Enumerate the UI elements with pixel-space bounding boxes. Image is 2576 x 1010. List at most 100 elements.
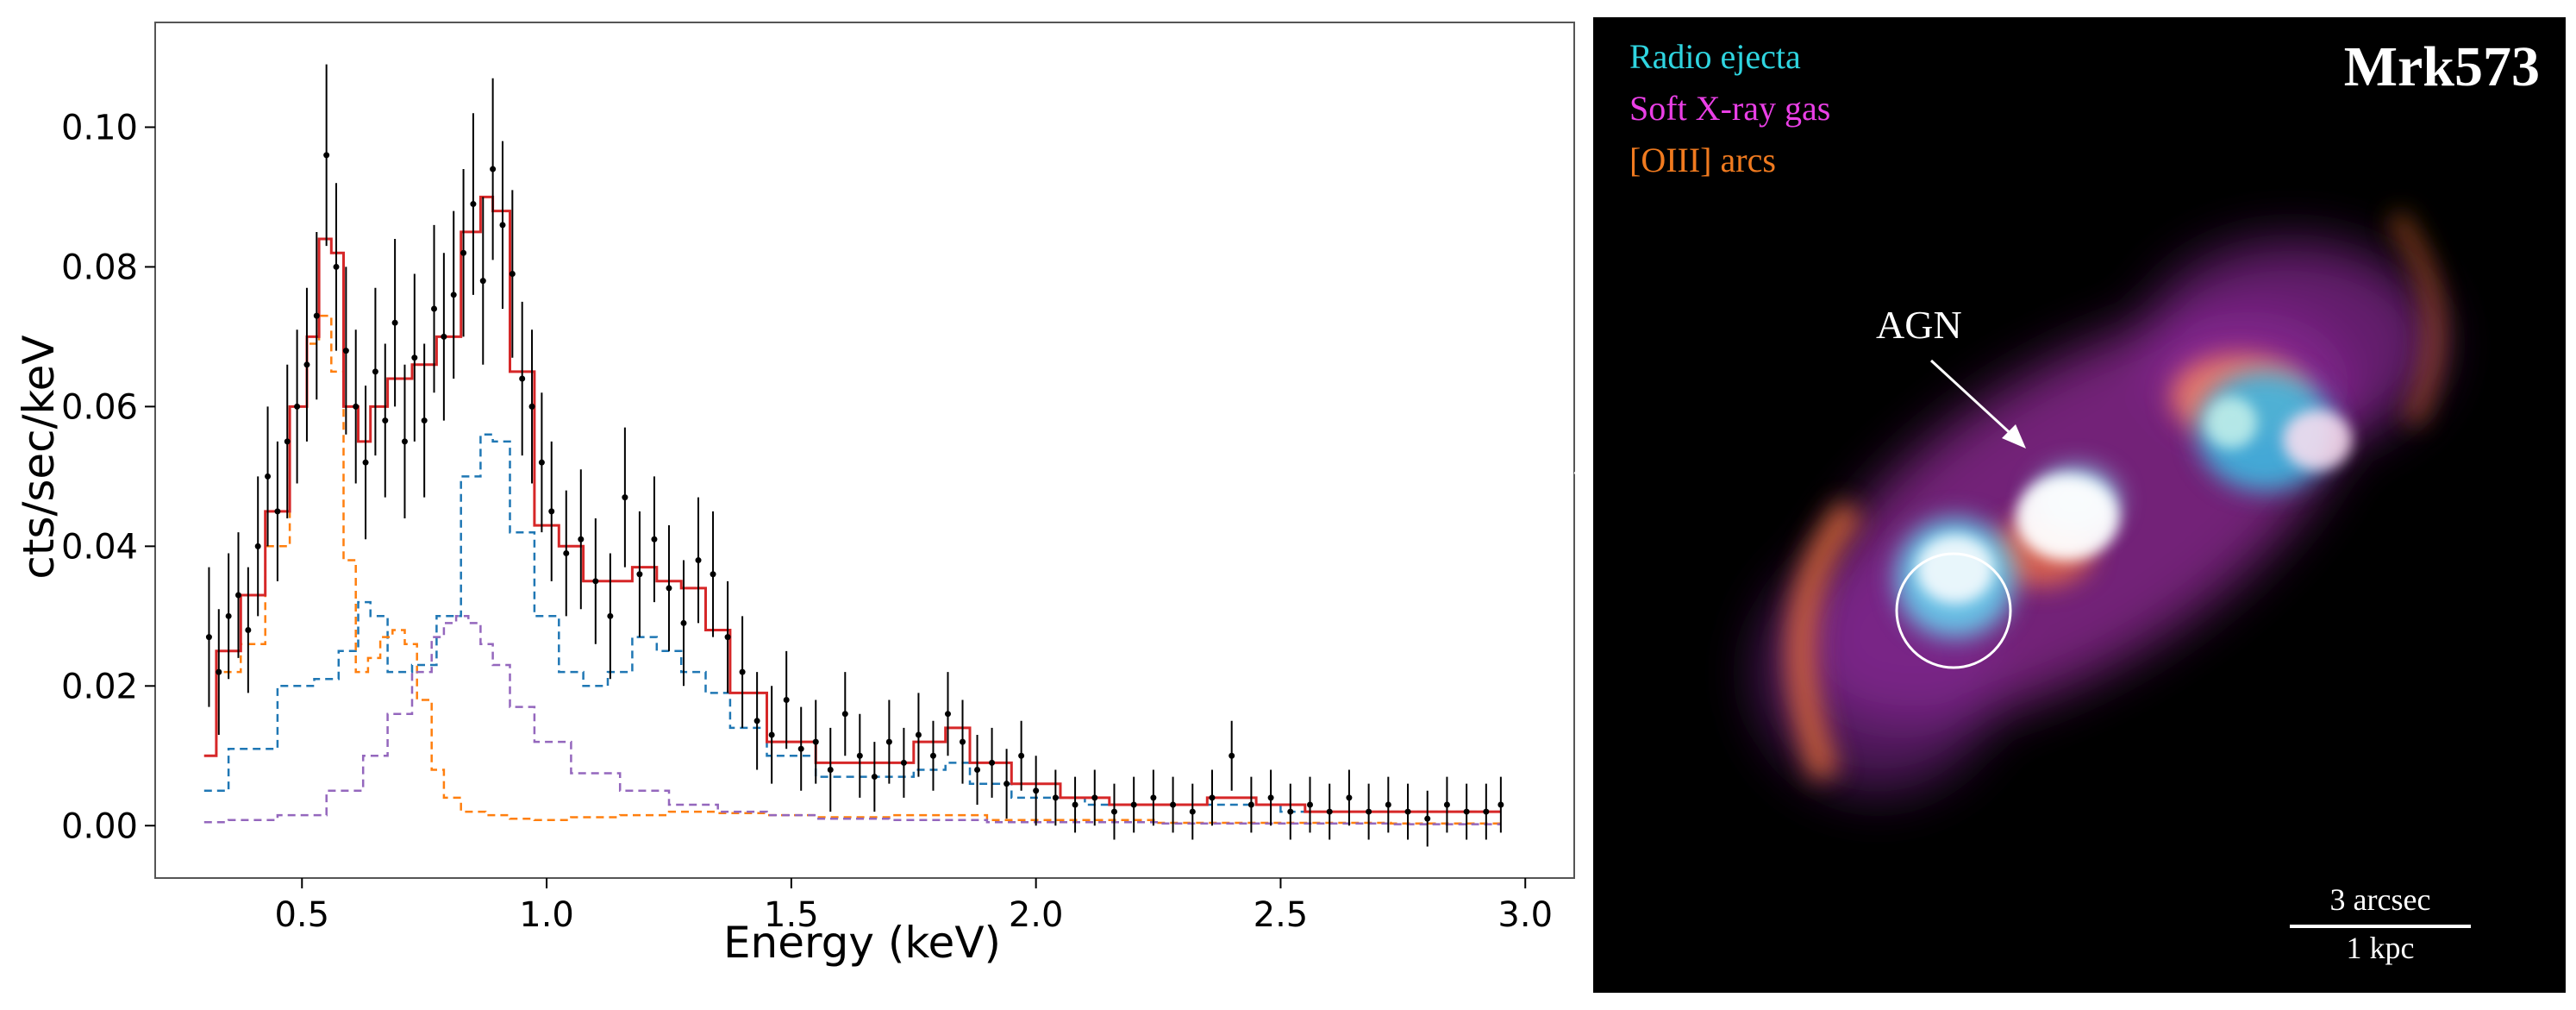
data-point bbox=[1130, 801, 1137, 808]
data-point bbox=[294, 403, 301, 410]
data-point bbox=[622, 494, 628, 501]
axis-ticks: 0.5 1.0 1.5 2.0 2.5 3.0 0.00 0.02 0.04 0.06 0.08 0.… bbox=[61, 108, 1553, 935]
data-point bbox=[944, 711, 951, 718]
data-point bbox=[1307, 801, 1314, 808]
data-point bbox=[1483, 808, 1490, 815]
data-point bbox=[827, 766, 834, 773]
y-tick-label: 0.10 bbox=[61, 108, 138, 147]
connector-line bbox=[1573, 471, 1593, 482]
data-point bbox=[216, 668, 222, 675]
data-point bbox=[1018, 752, 1025, 759]
data-point bbox=[974, 766, 981, 773]
y-tick-label: 0.02 bbox=[61, 667, 138, 706]
data-point bbox=[411, 354, 418, 361]
bright-cores bbox=[1916, 397, 2352, 604]
data-point bbox=[1287, 808, 1294, 815]
data-point bbox=[1170, 801, 1177, 808]
data-point bbox=[1150, 794, 1157, 801]
data-point bbox=[1189, 808, 1196, 815]
data-point bbox=[265, 473, 272, 480]
data-point bbox=[528, 403, 535, 410]
data-point bbox=[1052, 794, 1059, 801]
data-point bbox=[797, 745, 804, 752]
series-line-blue-component bbox=[203, 433, 1501, 813]
data-point bbox=[460, 249, 467, 256]
x-tick-label: 2.0 bbox=[1009, 895, 1064, 935]
data-point bbox=[1404, 808, 1411, 815]
data-point bbox=[431, 305, 438, 312]
data-point bbox=[724, 634, 731, 641]
x-tick-label: 3.0 bbox=[1497, 895, 1553, 935]
data-point bbox=[441, 333, 447, 340]
data-point bbox=[245, 627, 252, 634]
series-line-purple-component bbox=[203, 615, 1501, 825]
scale-kpc-label: 1 kpc bbox=[2346, 931, 2415, 965]
data-point bbox=[1463, 808, 1470, 815]
y-tick-label: 0.06 bbox=[61, 387, 138, 427]
data-point bbox=[753, 718, 760, 725]
x-tick-label: 0.5 bbox=[274, 895, 329, 935]
data-point bbox=[1497, 801, 1504, 808]
data-point bbox=[490, 166, 497, 173]
y-axis-label: cts/sec/keV bbox=[14, 335, 64, 579]
data-point bbox=[607, 612, 614, 619]
data-point bbox=[1443, 801, 1450, 808]
data-point bbox=[225, 612, 232, 619]
data-point bbox=[960, 738, 966, 745]
data-point bbox=[284, 438, 291, 445]
y-tick-label: 0.00 bbox=[61, 806, 138, 846]
legend-oiii-arcs: [OIII] arcs bbox=[1629, 141, 1776, 179]
data-point bbox=[1091, 794, 1098, 801]
data-point bbox=[333, 263, 340, 270]
data-point bbox=[323, 152, 330, 159]
data-point bbox=[538, 459, 545, 466]
plot-border bbox=[154, 22, 1575, 879]
data-point bbox=[695, 557, 702, 564]
data-point bbox=[651, 536, 658, 543]
data-point bbox=[313, 312, 320, 319]
x-tick-label: 1.5 bbox=[764, 895, 819, 935]
data-point bbox=[499, 222, 506, 229]
data-point bbox=[372, 368, 378, 375]
legend-radio-ejecta: Radio ejecta bbox=[1629, 37, 1801, 76]
data-point bbox=[1385, 801, 1391, 808]
scale-arcsec-label: 3 arcsec bbox=[2329, 882, 2431, 917]
data-point bbox=[391, 319, 398, 326]
data-point bbox=[1247, 801, 1254, 808]
data-point bbox=[254, 543, 261, 549]
data-point bbox=[362, 459, 369, 466]
data-points bbox=[205, 64, 1504, 847]
agn-circle bbox=[1895, 552, 2012, 669]
mrk573-image-panel: Radio ejecta Soft X-ray gas [OIII] arcs … bbox=[1593, 17, 2566, 993]
data-point bbox=[710, 571, 716, 578]
data-point bbox=[768, 731, 775, 738]
series-line-orange-component bbox=[203, 314, 1501, 825]
data-point bbox=[915, 731, 922, 738]
agn-label: AGN bbox=[1876, 303, 1962, 347]
object-title: Mrk573 bbox=[2343, 35, 2540, 98]
galaxy-image bbox=[1757, 210, 2444, 794]
scale-bar bbox=[2290, 925, 2471, 928]
data-point bbox=[548, 508, 555, 515]
data-point bbox=[353, 403, 360, 410]
data-point bbox=[885, 738, 892, 745]
data-point bbox=[1267, 794, 1274, 801]
data-point bbox=[1424, 815, 1431, 822]
data-point bbox=[856, 752, 863, 759]
data-point bbox=[234, 592, 241, 599]
data-point bbox=[421, 417, 428, 424]
data-point bbox=[479, 278, 486, 285]
agn-arrow-head bbox=[2002, 424, 2026, 449]
data-point bbox=[1366, 808, 1372, 815]
data-point bbox=[578, 536, 585, 543]
model-lines bbox=[203, 195, 1501, 825]
data-point bbox=[509, 271, 516, 278]
data-point bbox=[1004, 781, 1010, 787]
data-point bbox=[470, 201, 477, 208]
data-point bbox=[666, 585, 672, 592]
data-point bbox=[900, 759, 907, 766]
data-point bbox=[342, 348, 349, 354]
data-point bbox=[205, 634, 212, 641]
data-point bbox=[1072, 801, 1079, 808]
x-tick-label: 2.5 bbox=[1254, 895, 1309, 935]
